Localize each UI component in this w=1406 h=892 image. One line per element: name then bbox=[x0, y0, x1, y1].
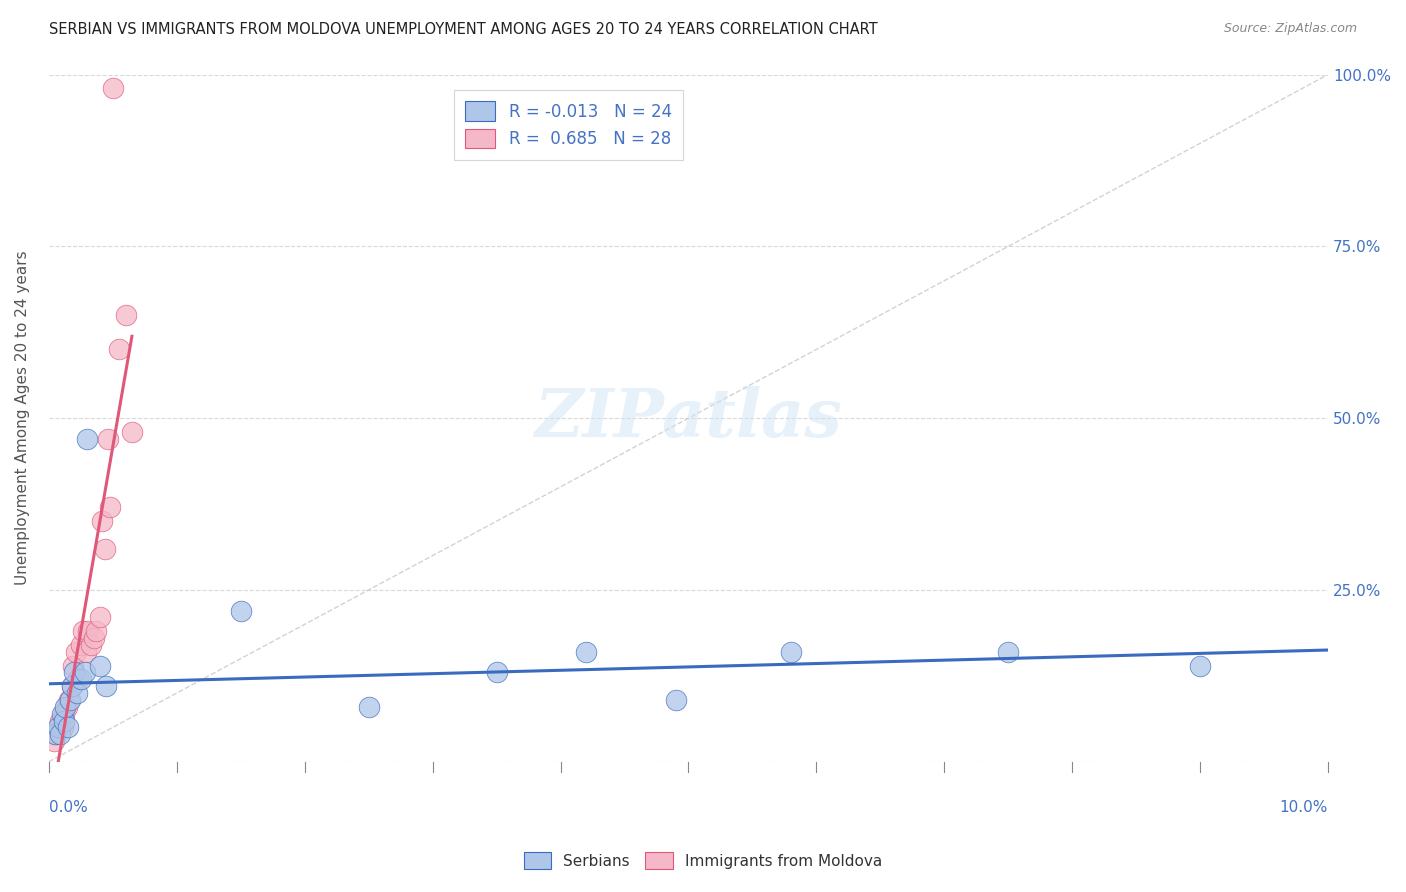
Point bbox=[49, 714, 72, 728]
Legend: R = -0.013   N = 24, R =  0.685   N = 28: R = -0.013 N = 24, R = 0.685 N = 28 bbox=[454, 90, 683, 160]
Point bbox=[48, 720, 70, 734]
Point bbox=[58, 693, 80, 707]
Point bbox=[69, 673, 91, 687]
Point bbox=[665, 693, 688, 707]
Text: Source: ZipAtlas.com: Source: ZipAtlas.com bbox=[1223, 22, 1357, 36]
Point bbox=[75, 645, 97, 659]
Point bbox=[779, 645, 801, 659]
Point bbox=[89, 658, 111, 673]
Text: SERBIAN VS IMMIGRANTS FROM MOLDOVA UNEMPLOYMENT AMONG AGES 20 TO 24 YEARS CORREL: SERBIAN VS IMMIGRANTS FROM MOLDOVA UNEMP… bbox=[49, 22, 877, 37]
Point bbox=[69, 638, 91, 652]
Point bbox=[53, 714, 76, 728]
Point bbox=[94, 541, 117, 556]
Point bbox=[55, 699, 77, 714]
Point bbox=[121, 425, 143, 439]
Point bbox=[52, 720, 75, 734]
Point bbox=[83, 631, 105, 645]
Text: 0.0%: 0.0% bbox=[49, 799, 87, 814]
Point bbox=[76, 432, 98, 446]
Point bbox=[45, 727, 67, 741]
Point bbox=[997, 645, 1019, 659]
Legend: Serbians, Immigrants from Moldova: Serbians, Immigrants from Moldova bbox=[517, 846, 889, 875]
Point bbox=[55, 699, 77, 714]
Point bbox=[66, 686, 89, 700]
Point bbox=[96, 679, 118, 693]
Point bbox=[229, 604, 252, 618]
Point bbox=[77, 624, 100, 639]
Point bbox=[49, 727, 72, 741]
Point bbox=[101, 81, 124, 95]
Point bbox=[53, 706, 76, 721]
Point bbox=[84, 624, 107, 639]
Point bbox=[91, 514, 114, 528]
Point bbox=[67, 673, 90, 687]
Text: ZIPatlas: ZIPatlas bbox=[534, 385, 842, 450]
Point bbox=[56, 720, 79, 734]
Point bbox=[44, 727, 66, 741]
Point bbox=[72, 624, 94, 639]
Text: 10.0%: 10.0% bbox=[1279, 799, 1329, 814]
Point bbox=[60, 679, 83, 693]
Point bbox=[575, 645, 598, 659]
Point bbox=[42, 734, 65, 748]
Point bbox=[65, 645, 87, 659]
Point bbox=[51, 706, 73, 721]
Point bbox=[80, 638, 103, 652]
Point bbox=[59, 693, 82, 707]
Point bbox=[1189, 658, 1212, 673]
Point bbox=[63, 665, 86, 680]
Point bbox=[98, 500, 121, 515]
Y-axis label: Unemployment Among Ages 20 to 24 years: Unemployment Among Ages 20 to 24 years bbox=[15, 251, 30, 585]
Point bbox=[60, 679, 83, 693]
Point bbox=[357, 699, 380, 714]
Point bbox=[89, 610, 111, 624]
Point bbox=[97, 432, 120, 446]
Point bbox=[73, 665, 96, 680]
Point bbox=[485, 665, 508, 680]
Point bbox=[114, 308, 136, 322]
Point bbox=[108, 343, 131, 357]
Point bbox=[62, 658, 84, 673]
Point bbox=[46, 720, 69, 734]
